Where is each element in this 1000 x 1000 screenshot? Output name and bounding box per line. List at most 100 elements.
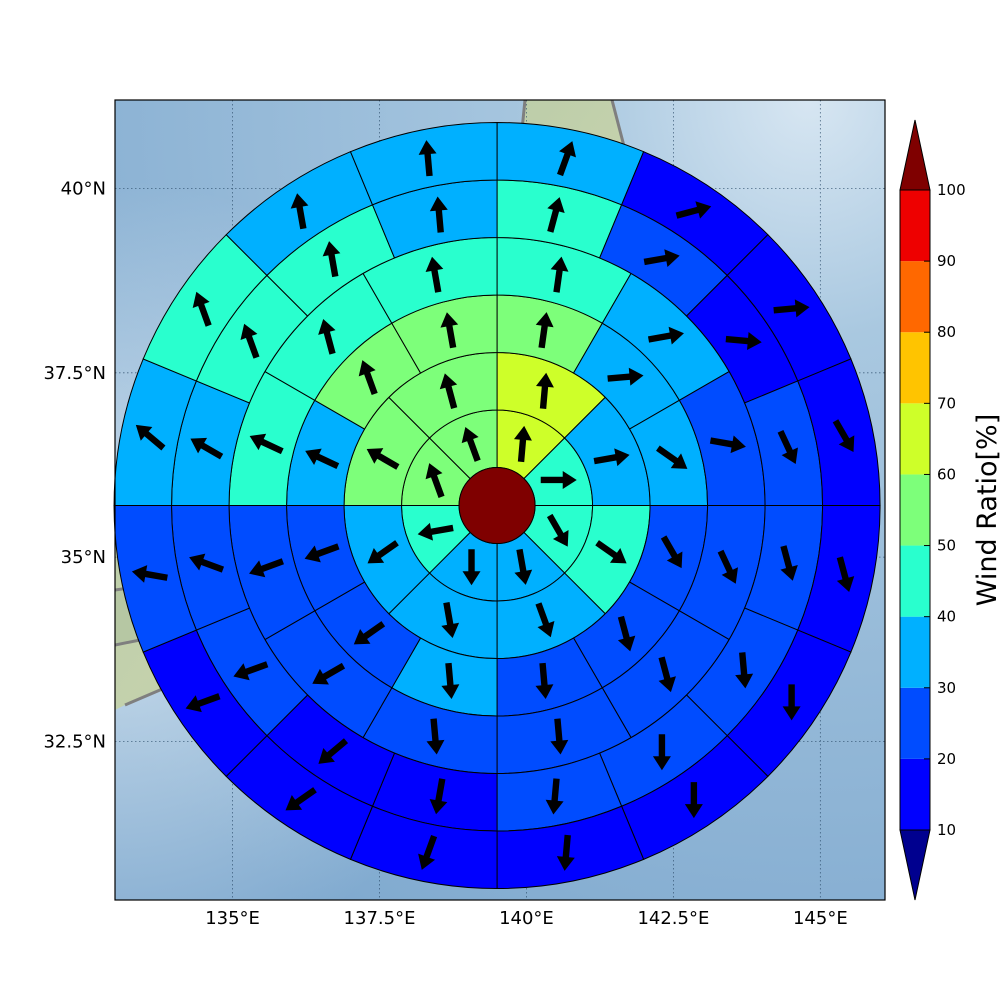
wind-arrow: [535, 602, 555, 638]
wind-arrow: [647, 326, 684, 345]
colorbar-segment: [900, 687, 930, 759]
wind-arrow: [675, 201, 712, 219]
colorbar-segment: [900, 616, 930, 688]
wind-arrow: [709, 435, 746, 454]
wind-arrow: [535, 662, 554, 700]
wind-arrow: [366, 448, 400, 470]
wind-arrow: [540, 470, 577, 489]
wind-arrow: [440, 312, 459, 349]
longitude-tick-labels: 135°E 137.5°E 140°E 142.5°E 145°E: [205, 908, 848, 929]
lon-tick-label: 142.5°E: [637, 908, 709, 929]
wind-arrow: [185, 693, 221, 713]
wind-arrow: [425, 463, 445, 498]
lat-tick-label: 40°N: [61, 178, 106, 199]
colorbar-ticks: 10 20 30 40 50 60 70 80 90 100: [924, 181, 966, 839]
colorbar-tick-label: 60: [937, 465, 956, 483]
colorbar-tick-label: 20: [937, 750, 956, 768]
sector-cell: [349, 122, 498, 206]
wind-arrow: [782, 684, 801, 721]
wind-arrow: [514, 548, 533, 585]
wind-arrow: [304, 543, 340, 563]
wind-arrow: [285, 787, 317, 811]
wind-arrow: [547, 197, 565, 233]
wind-arrow: [417, 522, 454, 541]
wind-arrow: [607, 367, 644, 386]
wind-arrow: [441, 602, 460, 639]
wind-arrow: [426, 718, 445, 755]
wind-arrow: [367, 540, 399, 564]
colorbar-tick-label: 100: [937, 181, 966, 199]
wind-arrow: [546, 513, 569, 547]
wind-arrow: [725, 332, 762, 350]
wind-arrow: [462, 549, 481, 586]
wind-arrow: [441, 662, 460, 700]
wind-arrow: [189, 553, 225, 573]
colorbar: 10 20 30 40 50 60 70 80 90 100 Wind Ratio[%]: [899, 119, 1000, 901]
wind-arrow: [322, 241, 341, 278]
colorbar-segments: [899, 119, 931, 901]
wind-arrow: [684, 782, 703, 819]
wind-arrow: [429, 778, 448, 815]
colorbar-segment: [900, 261, 930, 333]
wind-arrow: [513, 425, 532, 463]
colorbar-tick-label: 40: [937, 608, 956, 626]
wind-arrow: [557, 141, 576, 177]
wind-arrow: [658, 656, 676, 693]
wind-arrow: [643, 249, 680, 267]
colorbar-segment: [900, 190, 930, 262]
latitude-tick-labels: 32.5°N 35°N 37.5°N 40°N: [43, 178, 106, 752]
wind-arrow: [550, 256, 569, 293]
wind-arrow: [353, 621, 386, 645]
wind-arrow: [735, 652, 754, 689]
wind-arrow: [425, 256, 444, 293]
colorbar-segment: [900, 474, 930, 546]
wind-arrow: [312, 662, 346, 685]
wind-arrow: [135, 424, 166, 451]
wind-arrow: [318, 318, 336, 355]
map-axes: 135°E 137.5°E 140°E 142.5°E 145°E 32.5°N 35°N…: [43, 99, 886, 929]
wind-arrow: [656, 445, 688, 469]
lat-tick-label: 32.5°N: [43, 731, 106, 752]
wind-arrow: [249, 558, 284, 578]
colorbar-frame: [899, 189, 931, 831]
wind-arrow: [535, 372, 554, 409]
lon-tick-label: 140°E: [499, 908, 554, 929]
lon-tick-label: 145°E: [793, 908, 848, 929]
wind-arrow: [773, 299, 810, 318]
colorbar-segment: [900, 332, 930, 404]
wind-arrow: [617, 615, 636, 652]
wind-arrow: [418, 834, 438, 870]
wind-arrow: [131, 565, 168, 583]
lon-tick-label: 135°E: [205, 908, 260, 929]
colorbar-tick-label: 70: [937, 394, 956, 412]
lat-tick-label: 37.5°N: [43, 363, 106, 384]
wind-arrow: [832, 419, 855, 453]
wind-arrow: [192, 291, 212, 327]
wind-arrow: [595, 540, 627, 564]
colorbar-tick-label: 80: [937, 323, 956, 341]
wind-arrow: [190, 437, 224, 460]
wind-arrow: [305, 448, 340, 469]
wind-arrow: [233, 661, 269, 681]
wind-arrow: [652, 734, 671, 771]
colorbar-title: Wind Ratio[%]: [972, 414, 1000, 606]
wind-arrow: [593, 448, 630, 467]
wind-arrow: [358, 360, 378, 396]
wind-arrow: [461, 426, 481, 462]
center-disc: [458, 467, 536, 545]
wind-arrow: [545, 778, 564, 815]
wind-arrow: [240, 323, 260, 359]
wind-arrow: [780, 545, 798, 581]
wind-arrow: [535, 312, 554, 349]
colorbar-tick-label: 10: [937, 821, 956, 839]
wind-arrow: [836, 556, 855, 593]
colorbar-tick-label: 50: [937, 537, 956, 555]
wind-arrow: [550, 718, 569, 755]
map-frame: [114, 99, 886, 901]
wind-arrow: [418, 140, 437, 177]
colorbar-over-extension: [899, 119, 931, 191]
wind-arrow: [777, 429, 798, 464]
lon-tick-label: 137.5°E: [344, 908, 416, 929]
wind-arrow: [439, 373, 458, 409]
